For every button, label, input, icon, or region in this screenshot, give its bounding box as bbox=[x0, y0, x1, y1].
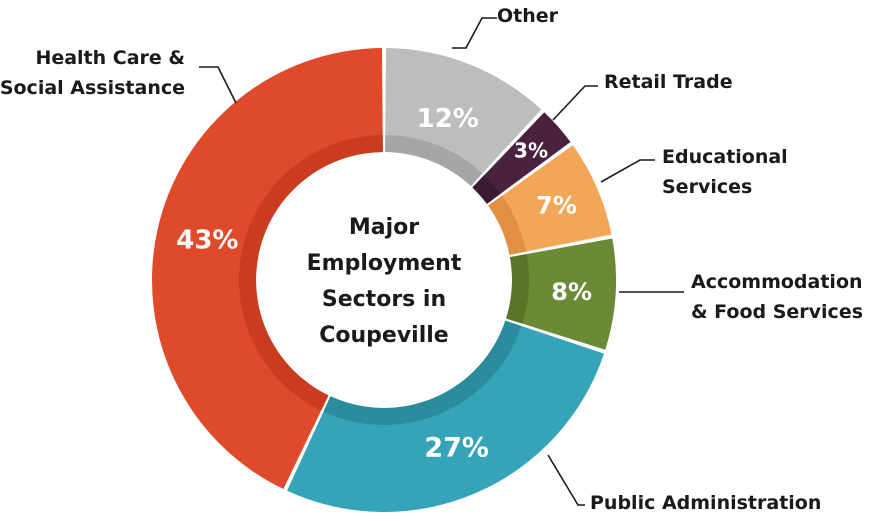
leader-line-health-care-and-social-assistance bbox=[199, 66, 237, 104]
chart-title: Major Employment Sectors in Coupeville bbox=[307, 215, 462, 348]
category-label-educational-services: Educational Services bbox=[662, 146, 788, 198]
value-label-health-care-and-social-assistance: 43% bbox=[176, 226, 238, 256]
value-label-public-administration: 27% bbox=[424, 432, 489, 463]
leader-line-other bbox=[452, 17, 497, 49]
value-label-educational-services: 7% bbox=[536, 191, 577, 219]
slice-shade-educational-services bbox=[488, 195, 527, 255]
slice-shade-retail-trade bbox=[472, 175, 501, 204]
slice-shade-other bbox=[385, 135, 483, 186]
leader-line-retail-trade bbox=[552, 85, 598, 121]
slice-public-administration bbox=[287, 320, 605, 513]
slice-shade-health-care-and-social-assistance bbox=[239, 135, 383, 411]
category-callouts: Other Retail Trade Educational Services Acco… bbox=[0, 5, 863, 514]
category-label-retail-trade: Retail Trade bbox=[604, 71, 733, 93]
slice-shade-accommodation-and-food-services bbox=[506, 254, 529, 324]
value-label-accommodation-and-food-services: 8% bbox=[551, 278, 592, 306]
category-label-public-administration: Public Administration bbox=[590, 492, 821, 514]
value-label-other: 12% bbox=[417, 104, 479, 134]
category-label-other: Other bbox=[497, 5, 559, 27]
slice-accommodation-and-food-services bbox=[506, 238, 616, 350]
value-label-retail-trade: 3% bbox=[514, 138, 548, 162]
donut-slices bbox=[151, 48, 616, 513]
category-label-health-care-and-social-assistance: Health Care & Social Assistance bbox=[0, 47, 185, 99]
slice-value-labels: 12% 3% 7% 8% 27% 43% bbox=[176, 104, 592, 463]
category-label-accommodation-and-food-services: Accommodation & Food Services bbox=[691, 271, 863, 323]
slice-retail-trade bbox=[472, 112, 571, 204]
leader-line-public-administration bbox=[547, 454, 585, 506]
donut-inner-shades bbox=[239, 135, 529, 425]
leader-line-educational-services bbox=[600, 159, 655, 183]
slice-shade-public-administration bbox=[323, 320, 522, 425]
